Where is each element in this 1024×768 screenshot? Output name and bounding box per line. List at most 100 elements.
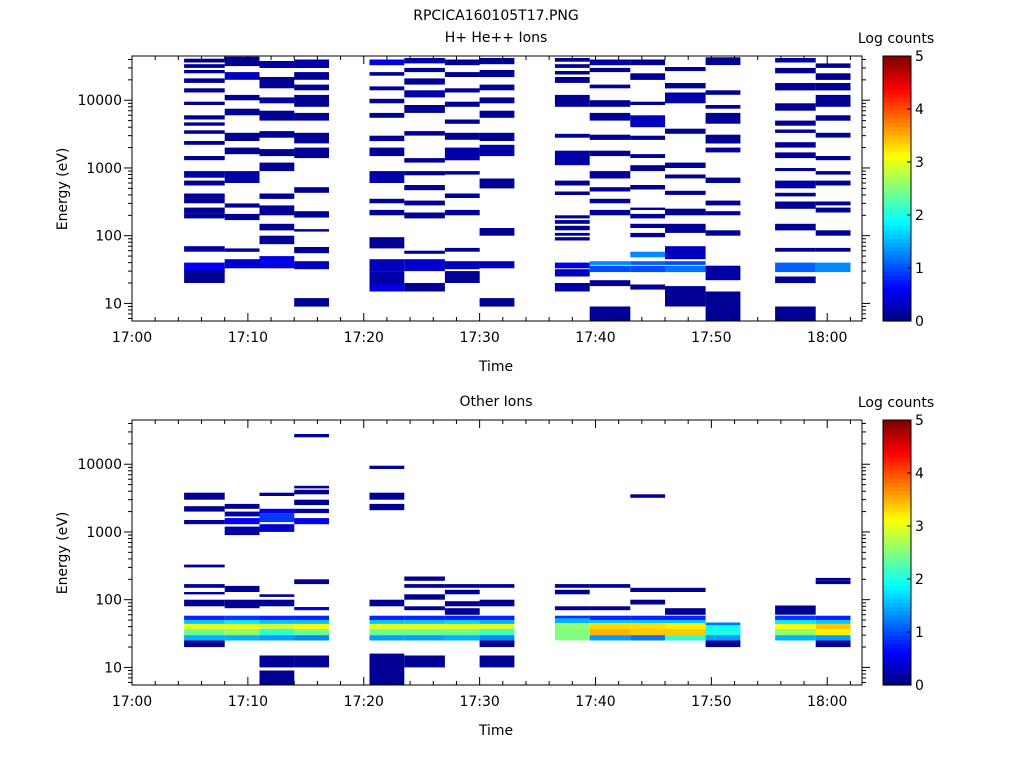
- heatmap-cell: [815, 262, 851, 273]
- heatmap-cell: [705, 640, 741, 648]
- colorbar-swatch: [883, 89, 911, 94]
- colorbar-tick-label: 2: [915, 572, 924, 588]
- heatmap-cell: [369, 86, 405, 91]
- heatmap-cell: [554, 191, 590, 195]
- colorbar-tick-label: 0: [915, 314, 924, 330]
- heatmap-cell: [184, 599, 225, 607]
- heatmap-cell: [815, 577, 851, 581]
- colorbar-swatch: [883, 494, 911, 500]
- x-tick-label: 17:40: [575, 694, 615, 710]
- heatmap-cell: [554, 232, 590, 236]
- colorbar-swatch: [883, 461, 911, 467]
- heatmap-cell: [184, 130, 225, 134]
- colorbar-swatch: [883, 519, 911, 525]
- heatmap-cell: [554, 71, 590, 75]
- colorbar-swatch: [883, 122, 911, 127]
- colorbar-swatch: [883, 263, 911, 268]
- heatmap-cell: [630, 59, 666, 66]
- heatmap-cell: [259, 615, 295, 621]
- colorbar-swatch: [883, 573, 911, 578]
- colorbar-swatch: [883, 217, 911, 223]
- colorbar: 0 1 2 3 4 5: [882, 413, 924, 694]
- heatmap-cell: [224, 171, 260, 183]
- heatmap-cell: [479, 599, 515, 607]
- heatmap-cell: [294, 112, 329, 121]
- y-tick-label: 10000: [77, 457, 122, 473]
- heatmap-cell: [224, 56, 260, 67]
- heatmap-cell: [259, 655, 295, 668]
- heatmap-cell: [294, 59, 329, 68]
- heatmap-cell: [404, 259, 445, 272]
- heatmap-cell: [479, 228, 515, 236]
- heatmap-cell: [479, 298, 515, 307]
- heatmap-cell: [815, 230, 851, 236]
- heatmap-cell: [444, 620, 480, 624]
- heatmap-cell: [705, 105, 741, 109]
- heatmap-cell: [404, 283, 445, 292]
- heatmap-cell: [705, 90, 741, 95]
- colorbar-swatch: [883, 490, 911, 496]
- heatmap-cell: [404, 105, 445, 113]
- heatmap-cell: [630, 207, 666, 210]
- heatmap-cells: [184, 56, 851, 321]
- heatmap-cell: [589, 620, 631, 624]
- colorbar-swatch: [883, 656, 911, 661]
- heatmap-cell: [554, 77, 590, 83]
- colorbar-swatch: [883, 60, 911, 65]
- heatmap-cell: [294, 499, 329, 506]
- heatmap-cell: [589, 67, 631, 73]
- heatmap-cell: [294, 485, 329, 489]
- heatmap-cell: [775, 201, 816, 209]
- colorbar-swatch: [883, 246, 911, 252]
- heatmap-cell: [184, 207, 225, 214]
- heatmap-cell: [259, 205, 295, 216]
- colorbar-swatch: [883, 585, 911, 591]
- colorbar-swatch: [883, 631, 911, 636]
- heatmap-cell: [369, 623, 405, 629]
- colorbar-swatch: [883, 180, 911, 185]
- heatmap-cell: [479, 615, 515, 621]
- colorbar-swatch: [883, 420, 911, 425]
- heatmap-cell: [630, 284, 666, 290]
- heatmap-cell: [665, 190, 706, 195]
- heatmap-cell: [369, 237, 405, 249]
- plot-axes: 17:00 17:10 17:20 17:30 17:40 17:50 18:00 10 100…: [77, 55, 870, 346]
- colorbar-swatch: [883, 639, 911, 645]
- heatmap-cell: [294, 579, 329, 585]
- colorbar-swatch: [883, 163, 911, 169]
- colorbar-tick-label: 4: [915, 102, 924, 118]
- heatmap-cell: [184, 271, 225, 283]
- heatmap-cell: [775, 262, 816, 273]
- heatmap-cell: [444, 628, 480, 636]
- heatmap-cell: [369, 284, 405, 292]
- heatmap-cell: [404, 635, 445, 641]
- heatmap-cell: [554, 215, 590, 219]
- heatmap-cell: [665, 92, 706, 104]
- heatmap-cell: [294, 261, 329, 270]
- colorbar-swatch: [883, 292, 911, 297]
- heatmap-cell: [224, 635, 260, 641]
- heatmap-cell: [815, 623, 851, 629]
- heatmap-cell: [444, 261, 480, 270]
- colorbar-swatch: [883, 93, 911, 99]
- heatmap-cell: [404, 620, 445, 624]
- heatmap-cell: [705, 134, 741, 144]
- colorbar-tick-label: 5: [915, 49, 924, 65]
- heatmap-cell: [815, 83, 851, 91]
- heatmap-cell: [294, 434, 329, 438]
- colorbar-swatch: [883, 176, 911, 181]
- colorbar-swatch: [883, 308, 911, 314]
- heatmap-cell: [369, 112, 405, 118]
- colorbar-swatch: [883, 221, 911, 227]
- heatmap-cell: [815, 132, 851, 138]
- heatmap-cell: [554, 64, 590, 68]
- colorbar-swatch: [883, 569, 911, 574]
- heatmap-cell: [184, 246, 225, 252]
- heatmap-cell: [369, 171, 405, 183]
- heatmap-cell: [444, 271, 480, 283]
- colorbar-swatch: [883, 192, 911, 198]
- heatmap-cell: [369, 492, 405, 500]
- colorbar-swatch: [883, 581, 911, 587]
- heatmap-cell: [775, 635, 816, 641]
- colorbar-swatch: [883, 535, 911, 541]
